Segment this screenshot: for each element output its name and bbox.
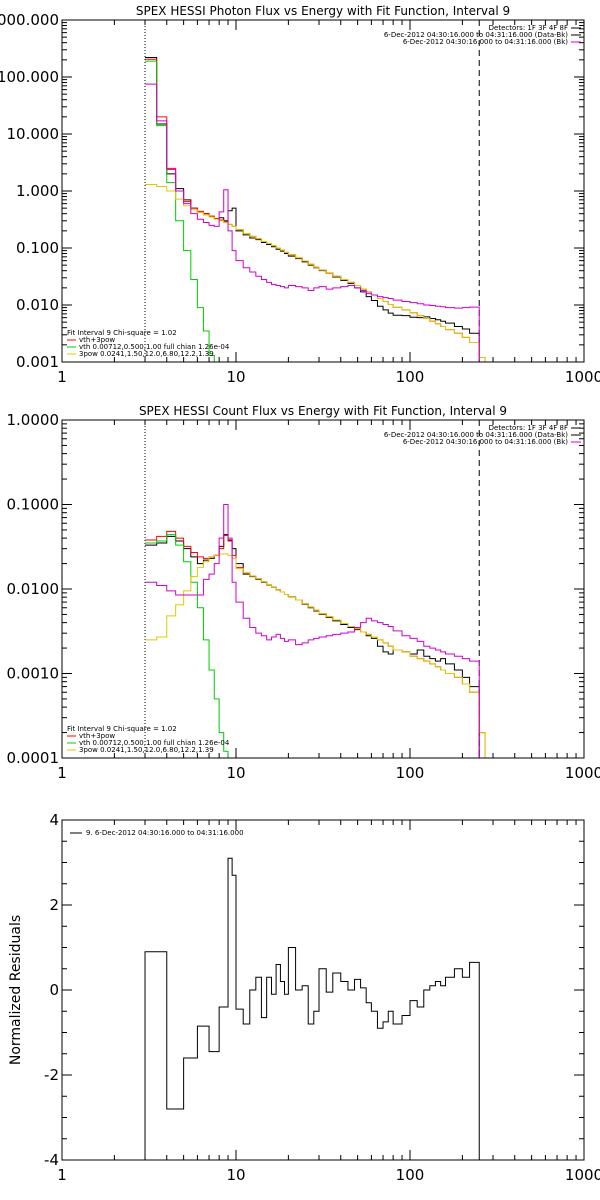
legend-top: Detectors: 1F 3F 4F 8F6-Dec-2012 04:30:1… xyxy=(384,424,581,446)
y-tick-label: 4 xyxy=(49,811,59,829)
legend-entry: Detectors: 1F 3F 4F 8F xyxy=(489,424,568,432)
y-tick-label: 0.0100 xyxy=(7,580,60,598)
y-tick-label: 0.010 xyxy=(16,296,59,314)
plot-frame xyxy=(61,19,585,363)
legend-entry: Fit Interval 9 Chi-square = 1.02 xyxy=(67,725,177,733)
legend-top: 9. 6-Dec-2012 04:30:16.000 to 04:31:16.0… xyxy=(70,829,244,837)
axis-ticks xyxy=(61,419,584,759)
series-line-4 xyxy=(145,184,486,362)
series-group xyxy=(144,857,480,1160)
axis-ticks xyxy=(61,819,584,1161)
x-tick-label: 10 xyxy=(226,368,245,386)
legend-entry: vth 0.00712,0.500,1.00 full chian 1.26e-… xyxy=(79,739,230,747)
y-tick-label: 0.0001 xyxy=(7,749,60,767)
legend-entry: 3pow 0.0241,1.50,12.0,6.80,12.2,1.39 xyxy=(79,350,214,358)
legend-bottom: Fit Interval 9 Chi-square = 1.02vth+3pow… xyxy=(67,725,230,754)
y-tick-label: -4 xyxy=(44,1151,59,1169)
y-tick-label: 1000.000 xyxy=(0,11,59,29)
x-tick-label: 1000 xyxy=(565,1166,600,1184)
legend-entry: 9. 6-Dec-2012 04:30:16.000 to 04:31:16.0… xyxy=(86,829,244,837)
x-tick-label: 1 xyxy=(57,1166,67,1184)
legend-entry: 6-Dec-2012 04:30:16.000 to 04:31:16.000 … xyxy=(403,438,568,446)
x-tick-label: 1 xyxy=(57,368,67,386)
x-tick-label: 100 xyxy=(396,1166,425,1184)
y-tick-label: 0.1000 xyxy=(7,496,60,514)
axis-ticks xyxy=(61,19,584,363)
series-line-2 xyxy=(145,530,486,758)
y-tick-label: 1.0000 xyxy=(7,411,60,429)
x-tick-label: 10 xyxy=(226,764,245,782)
y-axis-label: Normalized Residuals xyxy=(8,915,24,1065)
x-tick-label: 1 xyxy=(57,764,67,782)
series-line-2 xyxy=(145,58,486,362)
legend-entry: Fit Interval 9 Chi-square = 1.02 xyxy=(67,329,177,337)
x-tick-label: 1000 xyxy=(565,764,600,782)
x-tick-label: 1000 xyxy=(565,368,600,386)
legend-entry: vth+3pow xyxy=(79,732,115,740)
x-tick-label: 100 xyxy=(396,764,425,782)
series-line-1 xyxy=(144,857,480,1160)
series-line-3 xyxy=(145,60,229,362)
legend-bottom: Fit Interval 9 Chi-square = 1.02vth+3pow… xyxy=(67,329,230,358)
series-group xyxy=(145,56,486,362)
plot-frame xyxy=(61,819,585,1161)
y-tick-label: 2 xyxy=(49,896,59,914)
chart-panel-1: SPEX HESSI Photon Flux vs Energy with Fi… xyxy=(0,4,600,386)
series-line-4 xyxy=(145,553,486,758)
legend-entry: 6-Dec-2012 04:30:16.000 to 04:31:16.000 … xyxy=(403,38,568,46)
series-line-5 xyxy=(145,504,480,758)
y-tick-label: 0 xyxy=(49,981,59,999)
legend-top: Detectors: 1F 3F 4F 8F6-Dec-2012 04:30:1… xyxy=(384,24,581,46)
y-tick-label: 0.100 xyxy=(16,239,59,257)
chart-title: SPEX HESSI Count Flux vs Energy with Fit… xyxy=(139,404,507,418)
series-line-5 xyxy=(145,83,480,362)
legend-entry: 6-Dec-2012 04:30:16.000 to 04:31:16.000 … xyxy=(384,31,568,39)
legend-entry: Detectors: 1F 3F 4F 8F xyxy=(489,24,568,32)
y-tick-label: 0.0010 xyxy=(7,665,60,683)
legend-entry: vth 0.00712,0.500,1.00 full chian 1.26e-… xyxy=(79,343,230,351)
y-tick-label: 1.000 xyxy=(16,182,59,200)
plot-frame xyxy=(61,419,585,759)
legend-entry: vth+3pow xyxy=(79,336,115,344)
series-group xyxy=(145,504,486,758)
y-tick-label: 10.000 xyxy=(7,125,60,143)
x-tick-label: 10 xyxy=(226,1166,245,1184)
x-tick-label: 100 xyxy=(396,368,425,386)
series-line-3 xyxy=(145,534,233,758)
y-tick-label: -2 xyxy=(44,1066,59,1084)
legend-entry: 3pow 0.0241,1.50,12.0,6.80,12.2,1.39 xyxy=(79,746,214,754)
legend-entry: 6-Dec-2012 04:30:16.000 to 04:31:16.000 … xyxy=(384,431,568,439)
chart-panel-2: SPEX HESSI Count Flux vs Energy with Fit… xyxy=(7,404,600,782)
chart-panel-3: 1 10 100 1000 4 2 0 -2 -4 Normalized Residuals 9. … xyxy=(8,811,600,1184)
y-tick-label: 100.000 xyxy=(0,68,59,86)
y-tick-label: 0.001 xyxy=(16,353,59,371)
chart-title: SPEX HESSI Photon Flux vs Energy with Fi… xyxy=(136,4,510,18)
